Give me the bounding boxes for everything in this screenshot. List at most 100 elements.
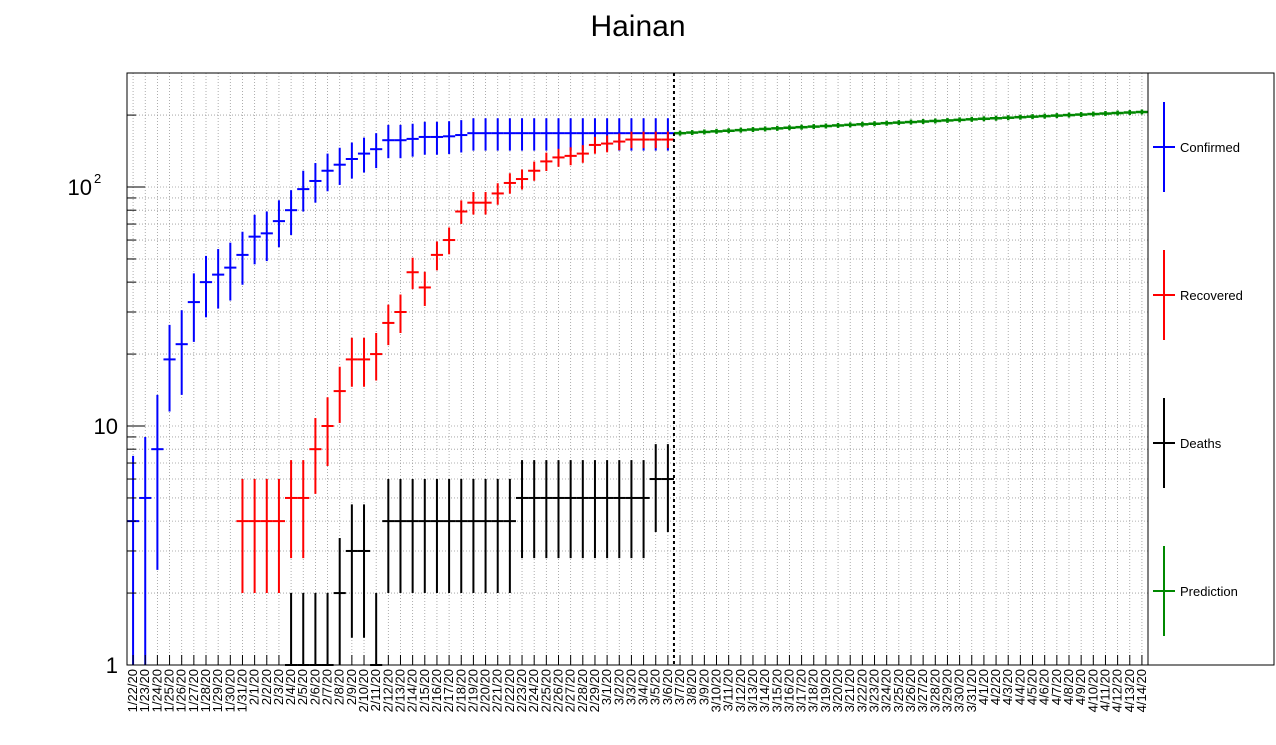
x-tick-label: 3/5/20 bbox=[648, 669, 663, 705]
x-tick-label: 3/18/20 bbox=[806, 669, 821, 712]
deaths-point bbox=[406, 479, 419, 594]
confirmed-point bbox=[467, 118, 480, 151]
x-tick-label: 3/2/20 bbox=[611, 669, 626, 705]
recovered-point bbox=[564, 147, 577, 166]
prediction-point bbox=[759, 126, 772, 132]
confirmed-point bbox=[515, 118, 529, 151]
deaths-point bbox=[297, 593, 310, 666]
x-tick-label: 2/9/20 bbox=[344, 669, 359, 705]
x-tick-label: 2/3/20 bbox=[271, 669, 286, 705]
x-tick-label: 1/27/20 bbox=[186, 669, 201, 712]
prediction-point bbox=[977, 116, 990, 122]
deaths-point bbox=[637, 460, 650, 559]
x-tick-label: 4/5/20 bbox=[1025, 669, 1040, 705]
x-tick-label: 4/4/20 bbox=[1012, 669, 1027, 705]
deaths-point bbox=[564, 460, 577, 559]
confirmed-point bbox=[370, 133, 383, 169]
prediction-point bbox=[1050, 113, 1063, 119]
x-tick-label: 1/26/20 bbox=[174, 669, 189, 712]
x-tick-label: 4/1/20 bbox=[976, 669, 991, 705]
x-tick-label: 2/23/20 bbox=[514, 669, 529, 712]
x-tick-label: 2/24/20 bbox=[526, 669, 541, 712]
x-tick-label: 4/2/20 bbox=[988, 669, 1003, 705]
deaths-point bbox=[430, 479, 444, 594]
x-tick-label: 3/26/20 bbox=[903, 669, 918, 712]
prediction-point bbox=[807, 124, 820, 130]
prediction-point bbox=[1002, 115, 1015, 121]
confirmed-point bbox=[321, 153, 334, 192]
recovered-point bbox=[455, 200, 468, 224]
confirmed-point bbox=[455, 120, 468, 153]
confirmed-point bbox=[491, 118, 504, 151]
x-tick-label: 2/7/20 bbox=[320, 669, 335, 705]
prediction-point bbox=[710, 128, 723, 134]
x-tick-label: 2/29/20 bbox=[587, 669, 602, 712]
recovered-point bbox=[406, 257, 419, 290]
x-tick-label: 1/22/20 bbox=[125, 669, 140, 712]
x-tick-label: 3/6/20 bbox=[660, 669, 675, 705]
prediction-point bbox=[734, 127, 747, 133]
x-tick-label: 3/19/20 bbox=[818, 669, 833, 712]
prediction-point bbox=[953, 117, 966, 123]
y-tick-label: 1 bbox=[106, 653, 118, 678]
deaths-point bbox=[394, 479, 407, 594]
confirmed-point bbox=[309, 163, 322, 203]
data-layer bbox=[127, 73, 1148, 666]
confirmed-point bbox=[163, 324, 176, 412]
x-tick-label: 4/12/20 bbox=[1110, 669, 1125, 712]
prediction-point bbox=[795, 124, 808, 130]
confirmed-point bbox=[248, 214, 261, 265]
confirmed-point bbox=[224, 242, 237, 301]
recovered-point bbox=[443, 227, 456, 255]
prediction-point bbox=[698, 129, 711, 135]
prediction-point bbox=[1014, 114, 1027, 120]
recovered-point bbox=[649, 131, 662, 149]
x-tick-label: 1/25/20 bbox=[162, 669, 177, 712]
prediction-point bbox=[746, 127, 760, 133]
x-tick-label: 2/25/20 bbox=[538, 669, 553, 712]
deaths-point bbox=[345, 504, 358, 638]
x-tick-label: 4/10/20 bbox=[1085, 669, 1100, 712]
recovered-point bbox=[601, 135, 614, 153]
deaths-point bbox=[285, 593, 298, 666]
legend-box bbox=[1147, 72, 1275, 666]
x-tick-label: 2/26/20 bbox=[550, 669, 565, 712]
x-tick-label: 3/28/20 bbox=[927, 669, 942, 712]
prediction-point bbox=[868, 121, 881, 127]
recovered-point bbox=[248, 479, 261, 594]
confirmed-point bbox=[528, 118, 541, 151]
x-tick-label: 3/9/20 bbox=[696, 669, 711, 705]
legend-item-recovered bbox=[1153, 250, 1175, 340]
prediction-point bbox=[929, 118, 942, 124]
prediction-point bbox=[1062, 112, 1076, 118]
deaths-point bbox=[528, 460, 541, 559]
x-tick-label: 2/11/20 bbox=[368, 669, 383, 711]
x-tick-label: 3/31/20 bbox=[964, 669, 979, 712]
deaths-point bbox=[479, 479, 492, 594]
legend-item-confirmed bbox=[1153, 102, 1175, 192]
x-tick-label: 2/2/20 bbox=[259, 669, 274, 705]
confirmed-point bbox=[297, 170, 310, 212]
prediction-point bbox=[722, 128, 735, 134]
prediction-point bbox=[831, 122, 845, 128]
x-tick-label: 4/6/20 bbox=[1037, 669, 1052, 705]
deaths-point bbox=[443, 479, 456, 594]
recovered-point bbox=[260, 479, 273, 594]
y-tick-exponent: 2 bbox=[94, 171, 101, 186]
x-tick-label: 4/14/20 bbox=[1134, 669, 1149, 712]
prediction-point bbox=[880, 120, 893, 126]
prediction-point bbox=[771, 125, 784, 131]
recovered-point bbox=[321, 397, 334, 467]
deaths-point bbox=[382, 479, 395, 594]
recovered-point bbox=[309, 418, 322, 494]
deaths-point bbox=[321, 593, 334, 666]
legend-label-confirmed: Confirmed bbox=[1180, 140, 1240, 155]
x-tick-label: 1/28/20 bbox=[198, 669, 213, 712]
confirmed-point bbox=[552, 118, 565, 151]
y-tick-label: 10 bbox=[94, 414, 118, 439]
recovered-point bbox=[613, 133, 626, 151]
prediction-point bbox=[686, 130, 699, 136]
confirmed-point bbox=[443, 121, 456, 154]
deaths-point bbox=[649, 444, 662, 533]
recovered-point bbox=[479, 192, 492, 215]
